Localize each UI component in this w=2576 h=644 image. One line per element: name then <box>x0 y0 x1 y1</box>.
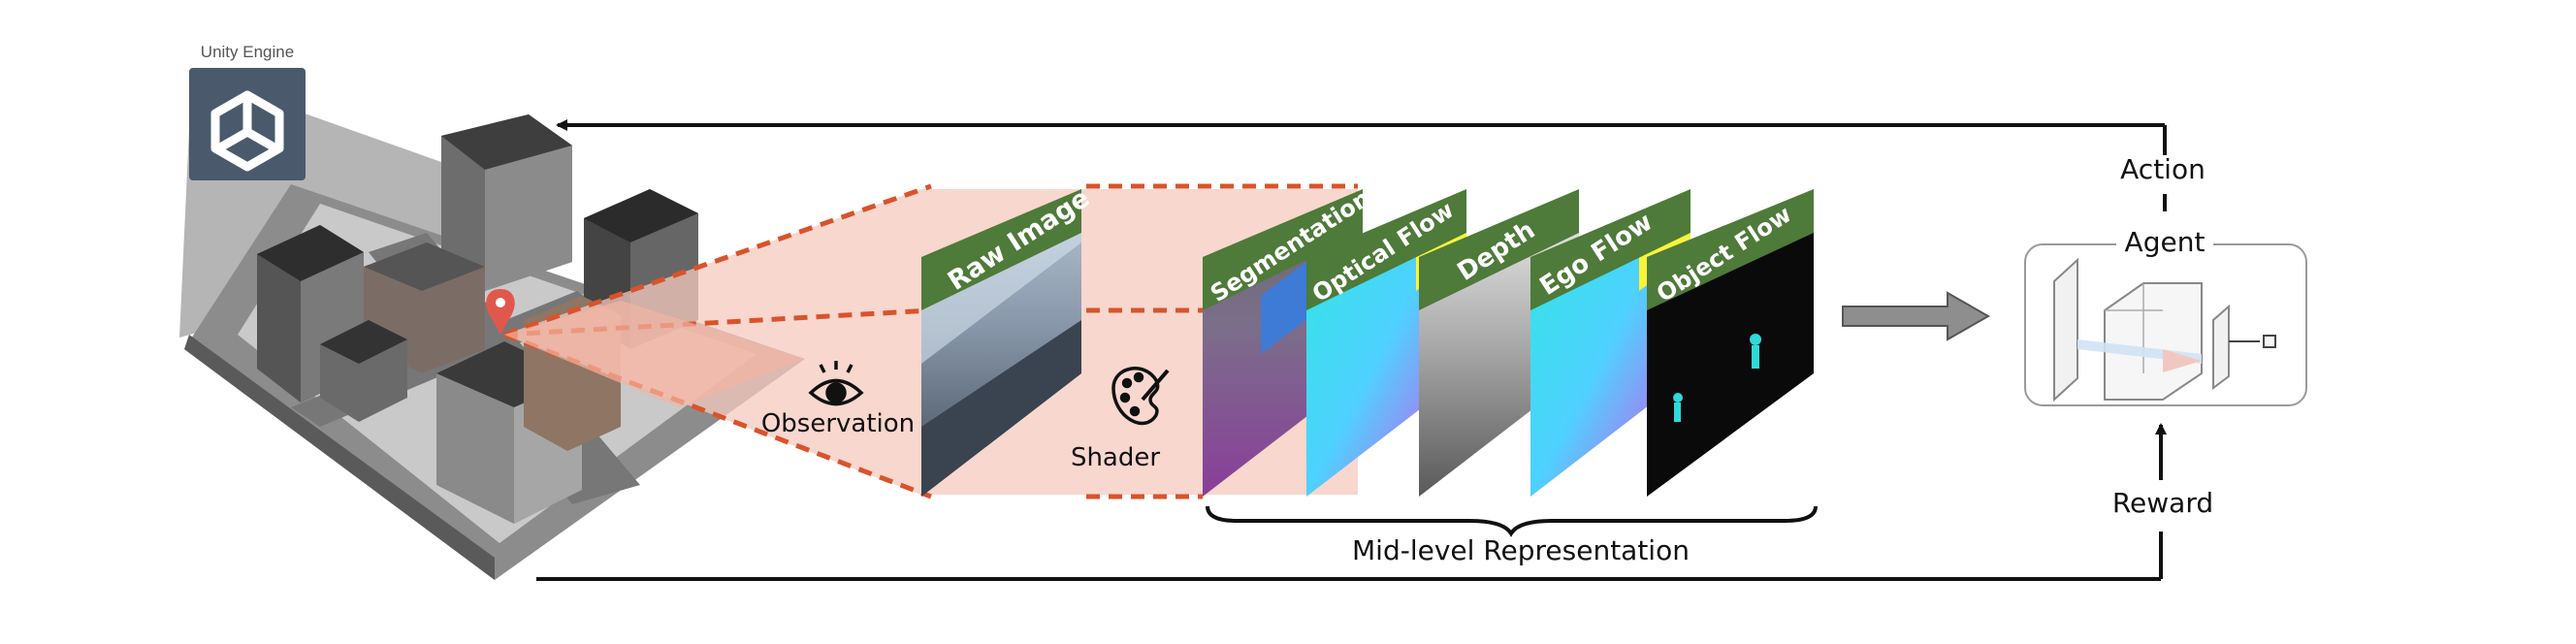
raw-image-panel <box>921 189 1081 497</box>
reward-loop <box>536 423 2167 581</box>
mid-level-brace <box>1206 505 1818 537</box>
depth-tab <box>1419 189 1579 310</box>
raw-image-tab <box>921 189 1081 310</box>
building-small <box>320 320 407 422</box>
unity-logo-icon <box>210 90 284 172</box>
agent-box <box>2024 243 2307 406</box>
seg-tab <box>1203 189 1363 310</box>
shader-label: Shader <box>1071 443 1160 472</box>
optical-flow-tab <box>1306 189 1466 310</box>
object-flow-tab <box>1647 189 1814 310</box>
location-pin-icon <box>486 289 515 335</box>
city-scene <box>184 114 805 580</box>
observation-label: Observation <box>761 409 915 438</box>
eye-icon <box>808 361 864 406</box>
building-tall <box>441 114 572 291</box>
palette-icon <box>1111 367 1170 426</box>
object-flow-panel <box>1647 189 1814 497</box>
engine-label: Unity Engine <box>201 43 294 61</box>
mid-level-label: Mid-level Representation <box>1352 534 1690 566</box>
action-label: Action <box>2120 153 2206 185</box>
agent-label: Agent <box>2125 226 2206 258</box>
reward-label: Reward <box>2112 487 2213 519</box>
ego-flow-tab <box>1530 189 1690 310</box>
forward-arrow <box>1842 291 1991 341</box>
action-loop <box>556 119 2167 211</box>
agent-label-bg <box>2116 225 2213 260</box>
